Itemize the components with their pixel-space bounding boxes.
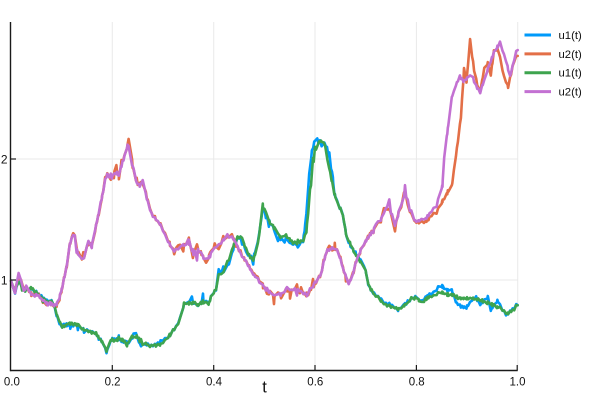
svg-text:1: 1 xyxy=(1,274,8,288)
svg-text:t: t xyxy=(262,379,267,397)
svg-text:0.8: 0.8 xyxy=(409,377,425,389)
svg-text:1.0: 1.0 xyxy=(510,377,526,389)
svg-text:2: 2 xyxy=(1,153,8,167)
svg-text:u2(t): u2(t) xyxy=(559,49,582,61)
svg-text:0.4: 0.4 xyxy=(206,377,223,389)
svg-text:u1(t): u1(t) xyxy=(559,68,582,80)
svg-text:0.2: 0.2 xyxy=(105,377,121,389)
svg-text:0.0: 0.0 xyxy=(4,377,20,389)
svg-text:u2(t): u2(t) xyxy=(559,87,582,99)
svg-text:u1(t): u1(t) xyxy=(559,30,582,42)
svg-text:0.6: 0.6 xyxy=(307,377,323,389)
